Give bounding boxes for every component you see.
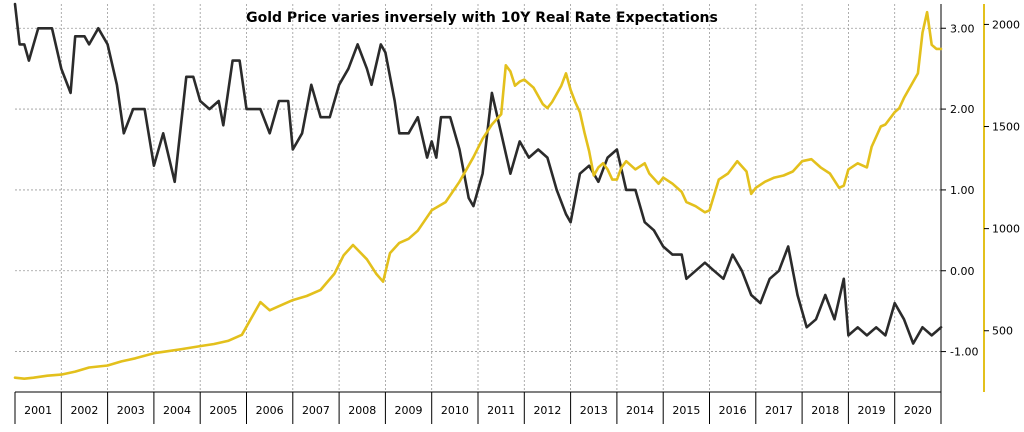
x-tick-label: 2008 — [348, 404, 376, 417]
x-tick-label: 2016 — [719, 404, 747, 417]
x-tick-label: 2003 — [117, 404, 145, 417]
x-tick-label: 2010 — [441, 404, 469, 417]
axes — [14, 4, 989, 424]
x-tick-label: 2011 — [487, 404, 515, 417]
left-axis-tick-label: 2.00 — [950, 103, 975, 116]
x-tick-label: 2012 — [533, 404, 561, 417]
chart-title: Gold Price varies inversely with 10Y Rea… — [246, 10, 718, 26]
right-axis-tick-label: 1000 — [992, 223, 1020, 236]
right-axis-tick-label: 1500 — [992, 121, 1020, 134]
series-layer — [13, 2, 943, 381]
right-axis-tick-label: 2000 — [992, 18, 1020, 31]
x-tick-label: 2013 — [580, 404, 608, 417]
x-tick-label: 2018 — [811, 404, 839, 417]
x-tick-label: 2007 — [302, 404, 330, 417]
x-tick-label: 2002 — [70, 404, 98, 417]
x-tick-label: 2005 — [209, 404, 237, 417]
right-axis-tick-label: 500 — [992, 325, 1013, 338]
gold-price-series-line — [13, 10, 943, 381]
x-tick-label: 2014 — [626, 404, 654, 417]
x-tick-label: 2015 — [672, 404, 700, 417]
left-axis-tick-label: 3.00 — [950, 22, 975, 35]
x-tick-label: 2020 — [904, 404, 932, 417]
x-tick-label: 2001 — [24, 404, 52, 417]
left-axis-tick-label: 0.00 — [950, 265, 975, 278]
x-tick-label: 2017 — [765, 404, 793, 417]
grid — [15, 4, 941, 392]
left-axis-tick-label: -1.00 — [950, 346, 978, 359]
real-rate-series-line — [13, 2, 943, 345]
x-tick-label: 2019 — [858, 404, 886, 417]
x-tick-label: 2006 — [256, 404, 284, 417]
x-tick-label: 2004 — [163, 404, 191, 417]
x-tick-label: 2009 — [395, 404, 423, 417]
labels: 2001 2002 2003 2004 2005 2006 2007 2008 2009 2010… — [24, 18, 1020, 417]
left-axis-tick-label: 1.00 — [950, 184, 975, 197]
